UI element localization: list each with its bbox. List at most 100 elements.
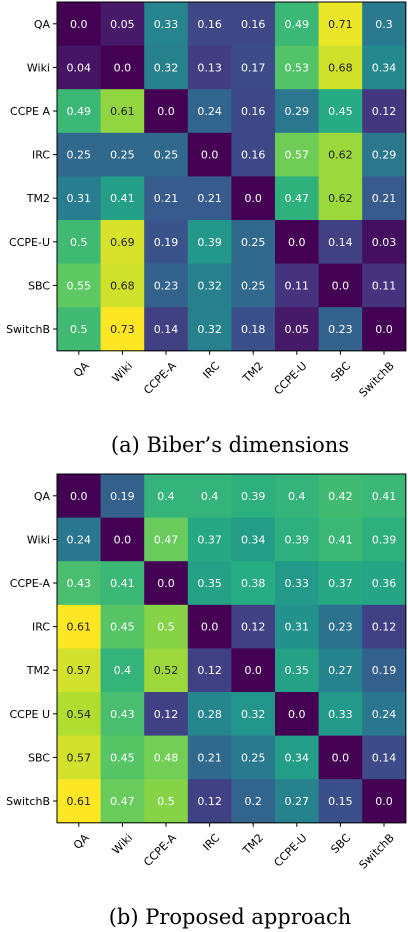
cell-value-label: 0.05 <box>285 323 310 336</box>
cell-value-label: 0.32 <box>241 708 266 721</box>
cell-value-label: 0.55 <box>67 279 92 292</box>
cell-value-label: 0.32 <box>197 279 222 292</box>
cell-value-label: 0.05 <box>110 18 135 31</box>
heatmap-cell <box>318 132 363 177</box>
x-tick-label: QA <box>71 831 92 852</box>
y-tick-label: SBC <box>28 279 50 292</box>
heatmap-cell <box>362 648 407 693</box>
heatmap-cell <box>57 2 102 47</box>
x-tick-label: SwitchB <box>357 359 397 399</box>
heatmap-cell <box>362 561 407 606</box>
heatmap-cell <box>100 220 145 265</box>
y-tick-label: IRC <box>32 149 50 162</box>
heatmap-cell <box>318 176 363 221</box>
cell-value-label: 0.39 <box>372 533 397 546</box>
heatmap-cell <box>362 604 407 649</box>
y-tick-label: Wiki <box>27 533 50 546</box>
heatmap-cell <box>318 263 363 308</box>
heatmap-cell <box>275 132 320 177</box>
heatmap-cell <box>362 220 407 265</box>
heatmap-cell <box>187 89 232 134</box>
y-tick-label: CCPE-U <box>9 236 50 249</box>
cell-value-label: 0.45 <box>328 105 353 118</box>
cell-value-label: 0.15 <box>328 795 353 808</box>
cell-value-label: 0.0 <box>288 708 306 721</box>
cell-value-label: 0.19 <box>154 236 179 249</box>
heatmap-cell <box>318 561 363 606</box>
heatmap-cell <box>318 474 363 519</box>
cell-value-label: 0.61 <box>67 795 92 808</box>
heatmap-cell <box>231 561 276 606</box>
cell-value-label: 0.45 <box>110 751 135 764</box>
heatmap-cell <box>100 89 145 134</box>
cell-value-label: 0.33 <box>328 708 353 721</box>
cell-value-label: 0.32 <box>154 61 179 74</box>
heatmap-cell <box>275 89 320 134</box>
heatmap-cell <box>57 779 102 824</box>
heatmap-cell <box>100 648 145 693</box>
heatmap-cell <box>231 89 276 134</box>
heatmap-cell <box>275 176 320 221</box>
heatmap-cell <box>187 2 232 47</box>
cell-value-label: 0.0 <box>332 279 350 292</box>
x-tick-label: Wiki <box>110 359 136 385</box>
cell-value-label: 0.13 <box>197 61 222 74</box>
heatmap-cell <box>144 648 189 693</box>
x-tick-label: IRC <box>200 831 222 853</box>
cell-value-label: 0.5 <box>70 323 88 336</box>
cell-value-label: 0.0 <box>157 577 175 590</box>
heatmap-panel-biber: 0.0 0.05 0.33 0.16 0.16 0.49 0.71 0.3 0.04 0.0 0.3… <box>6 1 407 400</box>
heatmap-cell <box>57 176 102 221</box>
heatmap-cell <box>231 132 276 177</box>
caption-biber: (a) Biber’s dimensions <box>111 433 349 457</box>
heatmap-cell <box>231 604 276 649</box>
cell-value-label: 0.49 <box>285 18 310 31</box>
cell-value-label: 0.0 <box>157 105 175 118</box>
heatmap-cell <box>318 692 363 737</box>
heatmap-cell <box>187 648 232 693</box>
heatmap-cell <box>57 561 102 606</box>
cell-value-label: 0.0 <box>332 751 350 764</box>
cell-value-label: 0.35 <box>197 577 222 590</box>
cell-value-label: 0.19 <box>110 490 135 503</box>
heatmap-cell <box>187 176 232 221</box>
heatmap-cell <box>275 220 320 265</box>
heatmap-cell <box>231 2 276 47</box>
heatmap-cell <box>362 45 407 90</box>
heatmap-cell <box>362 307 407 352</box>
heatmap-cell <box>57 307 102 352</box>
x-tick-label: Wiki <box>110 831 136 857</box>
cell-value-label: 0.25 <box>241 279 266 292</box>
heatmap-cell <box>100 561 145 606</box>
cell-value-label: 0.0 <box>201 149 219 162</box>
heatmap-cell <box>57 220 102 265</box>
heatmap-cell <box>231 517 276 562</box>
heatmap-cell <box>100 474 145 519</box>
heatmap-cell <box>318 307 363 352</box>
heatmap-cell <box>100 132 145 177</box>
caption-proposed: (b) Proposed approach <box>109 905 352 929</box>
cell-value-label: 0.21 <box>197 192 222 205</box>
cell-value-label: 0.12 <box>372 621 397 634</box>
cell-value-label: 0.54 <box>67 708 92 721</box>
heatmap-cell <box>100 517 145 562</box>
cell-value-label: 0.12 <box>197 795 222 808</box>
heatmap-cell <box>275 735 320 780</box>
heatmap-cell <box>100 735 145 780</box>
cell-value-label: 0.0 <box>244 664 262 677</box>
cell-value-label: 0.24 <box>197 105 222 118</box>
cell-value-label: 0.37 <box>197 533 222 546</box>
heatmap-cell <box>362 779 407 824</box>
heatmap-cell <box>144 89 189 134</box>
cell-value-label: 0.12 <box>241 621 266 634</box>
cell-value-label: 0.31 <box>67 192 92 205</box>
heatmap-cell <box>100 45 145 90</box>
cell-value-label: 0.18 <box>241 323 266 336</box>
cell-value-label: 0.0 <box>244 192 262 205</box>
heatmap-cell <box>318 2 363 47</box>
cell-value-label: 0.61 <box>67 621 92 634</box>
heatmap-cell <box>362 2 407 47</box>
cell-value-label: 0.41 <box>110 577 135 590</box>
cell-value-label: 0.11 <box>372 279 397 292</box>
cell-value-label: 0.42 <box>328 490 353 503</box>
